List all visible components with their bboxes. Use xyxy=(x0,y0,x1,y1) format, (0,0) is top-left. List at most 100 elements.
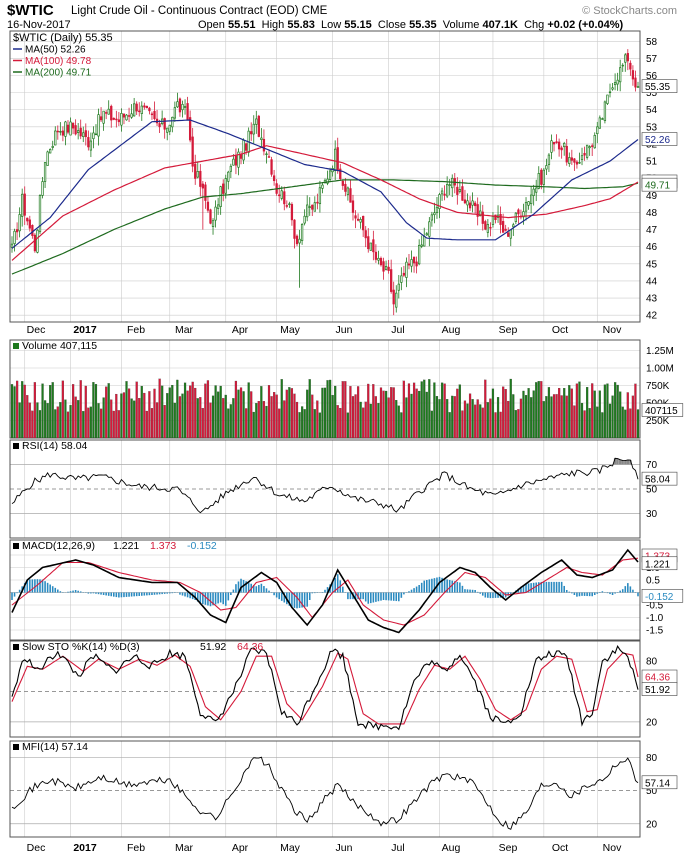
high-label: High xyxy=(261,19,285,31)
price-candle xyxy=(59,131,62,133)
volume-bar xyxy=(148,391,151,439)
price-candle xyxy=(621,64,624,67)
volume-bar xyxy=(636,409,640,439)
volume-bar xyxy=(105,386,108,439)
price-candle xyxy=(583,152,586,156)
volume-bar xyxy=(247,382,250,439)
volume-bar xyxy=(31,410,34,439)
volume-bar xyxy=(504,389,507,439)
ma200-value-label-box xyxy=(641,177,678,192)
price-candle xyxy=(491,216,495,225)
price-candle xyxy=(486,224,490,233)
volume-bar xyxy=(168,387,171,439)
volume-bar xyxy=(36,402,39,439)
volume-bar xyxy=(209,402,212,439)
price-candle xyxy=(125,114,128,121)
macd-hist-bar xyxy=(230,592,232,595)
price-candle xyxy=(481,211,484,224)
price-candle xyxy=(97,114,100,137)
volume-bar xyxy=(234,380,238,439)
volume-bar xyxy=(43,400,47,439)
x-axis-label-mar: Mar xyxy=(175,324,194,336)
x-axis-label-oct: Oct xyxy=(552,324,568,336)
volume-bar xyxy=(158,378,161,439)
sto-title-k: 51.92 xyxy=(200,641,226,653)
volume-bar xyxy=(387,397,390,439)
macd-hist-bar xyxy=(456,581,459,593)
ma50-value-label-box xyxy=(641,132,678,146)
macd-hist-bar xyxy=(54,587,57,593)
chg-value: +0.02 (+0.04%) xyxy=(547,19,624,31)
price-candle xyxy=(369,242,372,251)
volume-bar xyxy=(163,405,166,439)
price-candle xyxy=(262,138,266,152)
macd-hist-bar xyxy=(128,592,130,597)
volume-bar xyxy=(181,393,184,439)
volume-value: 407.1K xyxy=(482,19,518,31)
volume-bar xyxy=(189,385,192,439)
volume-bar xyxy=(598,390,601,439)
volume-bar xyxy=(474,404,477,439)
ma50-value-label: 52.26 xyxy=(645,135,670,146)
macd-hist-bar xyxy=(301,592,303,608)
price-candle xyxy=(232,158,235,166)
price-candle xyxy=(250,131,253,135)
price-ytick-46: 46 xyxy=(646,242,658,253)
price-ytick-58: 58 xyxy=(646,37,658,48)
price-candle xyxy=(591,145,594,147)
price-candle xyxy=(201,183,204,189)
macd-hist-bar xyxy=(110,592,113,597)
price-candle xyxy=(545,165,548,170)
macd-hist-bar xyxy=(72,590,74,593)
macd-hist-bar xyxy=(133,592,135,597)
sto-d-line xyxy=(11,652,639,725)
price-candle xyxy=(255,118,258,125)
sto-k-value-label-box xyxy=(641,682,678,696)
macd-hist-bar xyxy=(540,581,543,593)
macd-hist-bar xyxy=(588,592,591,597)
mfi-panel xyxy=(9,740,641,838)
volume-bar xyxy=(339,407,342,439)
x-axis-label-may: May xyxy=(280,842,301,854)
macd-hist-bar xyxy=(431,578,433,593)
x-axis-label-oct: Oct xyxy=(552,842,568,854)
volume-bar xyxy=(194,387,197,439)
rsi-overbought-fill xyxy=(613,458,632,465)
volume-bar xyxy=(377,403,380,439)
price-candle xyxy=(507,232,510,237)
volume-value-label: 407115 xyxy=(645,406,678,417)
macd-hist-bar xyxy=(548,581,550,593)
macd-hist-bar xyxy=(334,577,336,593)
price-candle xyxy=(359,219,362,223)
macd-hist-bar xyxy=(308,592,311,600)
price-candle xyxy=(36,229,39,253)
volume-bar xyxy=(99,408,103,439)
macd-hist-bar xyxy=(553,581,555,593)
macd-hist-bar xyxy=(425,580,428,593)
volume-bar xyxy=(423,379,426,439)
volume-bar xyxy=(611,395,614,439)
price-candle xyxy=(115,118,118,121)
price-candle xyxy=(211,220,215,227)
x-axis-label-sep: Sep xyxy=(499,324,518,336)
volume-bar xyxy=(255,403,258,439)
macd-hist-bar xyxy=(240,578,242,593)
price-candle xyxy=(267,156,271,158)
volume-bar xyxy=(77,400,80,439)
macd-hist-bar xyxy=(79,591,82,593)
price-candle xyxy=(593,135,596,149)
close-label: Close xyxy=(377,19,407,31)
macd-hist-bar xyxy=(74,590,77,593)
volume-bar xyxy=(507,400,510,439)
macd-hist-bar xyxy=(232,589,235,593)
volume-bar xyxy=(537,381,540,439)
volume-bar xyxy=(130,398,133,439)
macd-hist-bar xyxy=(288,592,291,606)
macd-hist-bar xyxy=(494,592,497,598)
macd-hist-value-label-box xyxy=(641,588,684,603)
volume-bar xyxy=(178,396,182,439)
volume-bar xyxy=(407,383,411,439)
price-candle xyxy=(473,202,477,207)
macd-hist-bar xyxy=(303,592,306,608)
price-candle xyxy=(412,256,416,264)
